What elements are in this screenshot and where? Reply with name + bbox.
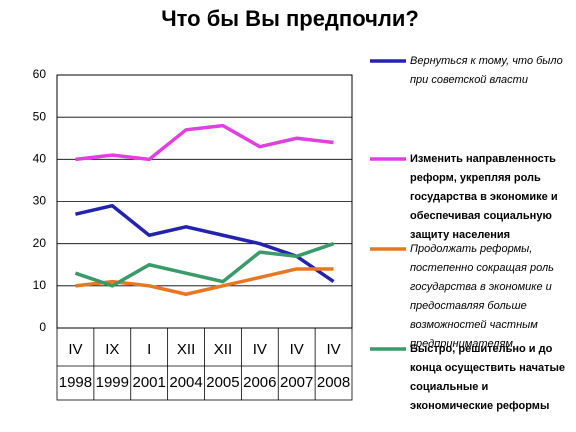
- x-tick-label: IX: [105, 341, 119, 358]
- x-tick-label: XII: [177, 341, 195, 358]
- series-line: [75, 267, 334, 297]
- y-tick-label: 30: [33, 194, 47, 208]
- y-tick-label: 0: [39, 320, 46, 334]
- y-tick-label: 40: [33, 152, 47, 166]
- series-line: [74, 242, 335, 288]
- x-year-label: 2005: [206, 374, 239, 391]
- y-tick-label: 60: [33, 67, 47, 81]
- legend-label: Вернуться к тому, что было при советской…: [410, 55, 563, 86]
- x-year-label: 2006: [243, 374, 276, 391]
- x-tick-label: IV: [68, 341, 82, 358]
- x-tick-label: IV: [290, 341, 304, 358]
- x-tick-label: IV: [326, 341, 340, 358]
- x-year-label: 2004: [169, 374, 202, 391]
- y-tick-label: 20: [33, 236, 47, 250]
- x-year-label: 1999: [96, 374, 129, 391]
- y-tick-label: 50: [33, 109, 47, 123]
- x-tick-label: XII: [214, 341, 232, 358]
- x-tick-label: IV: [253, 341, 267, 358]
- chart-title: Что бы Вы предпочли?: [161, 6, 419, 31]
- legend-label: Изменить направленность реформ, укрепляя…: [410, 153, 558, 241]
- x-tick-label: I: [147, 341, 151, 358]
- y-tick-label: 10: [33, 278, 47, 292]
- x-year-label: 1998: [59, 374, 92, 391]
- legend-label: Продолжать реформы, постепенно сокращая …: [410, 243, 554, 350]
- x-year-label: 2001: [133, 374, 166, 391]
- legend-label: Быстро, решительно и до конца осуществит…: [410, 343, 565, 412]
- x-year-label: 2007: [280, 374, 313, 391]
- x-year-label: 2008: [317, 374, 350, 391]
- series-line: [75, 123, 334, 162]
